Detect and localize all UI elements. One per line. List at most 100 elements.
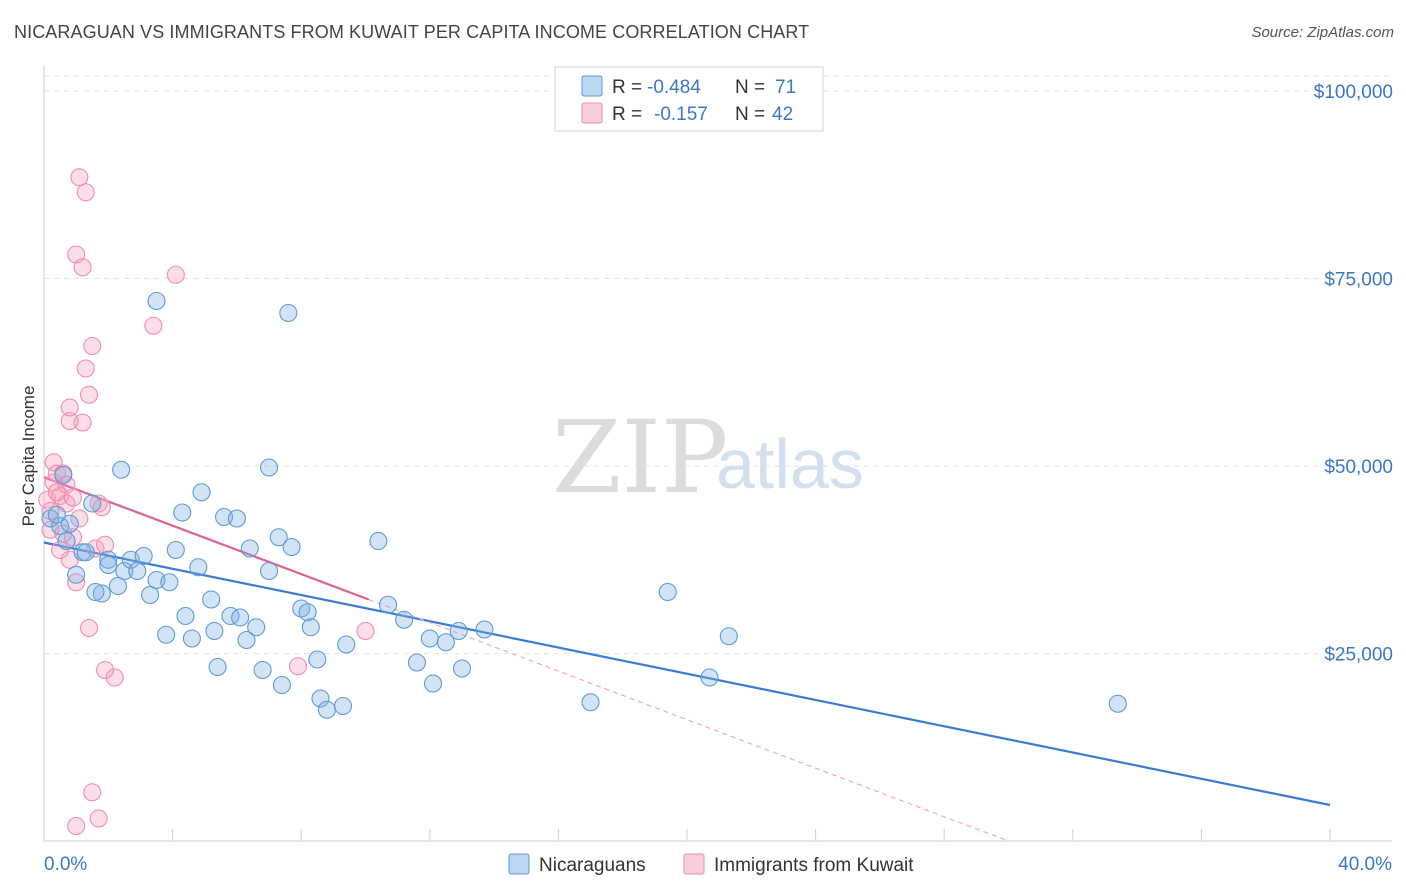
- data-point-nicaraguans: [182, 629, 201, 648]
- data-point-kuwait: [63, 488, 82, 507]
- data-point-nicaraguans: [449, 621, 468, 641]
- trend-line-nicaraguans: [43, 541, 1331, 807]
- y-tick-label: $75,000: [1324, 270, 1393, 291]
- data-point-nicaraguans: [298, 603, 317, 622]
- data-point-kuwait: [47, 483, 66, 502]
- data-point-nicaraguans: [166, 540, 185, 560]
- data-point-kuwait: [70, 168, 89, 187]
- data-point-nicaraguans: [173, 503, 192, 522]
- data-point-nicaraguans: [99, 555, 118, 575]
- data-point-nicaraguans: [317, 700, 336, 719]
- data-point-nicaraguans: [115, 561, 134, 581]
- data-point-nicaraguans: [369, 531, 388, 551]
- legend-swatch-blue: [581, 75, 603, 97]
- legend-bottom: Nicaraguans Immigrants from Kuwait: [508, 853, 914, 876]
- data-point-nicaraguans: [253, 660, 272, 680]
- data-point-nicaraguans: [99, 550, 118, 569]
- y-tick-labels: $25,000 $50,000 $75,000 $100,000: [1314, 82, 1393, 666]
- data-point-kuwait: [70, 509, 89, 528]
- y-tick-label: $100,000: [1314, 82, 1393, 103]
- legend-swatch-pink: [581, 102, 603, 124]
- data-point-nicaraguans: [67, 565, 86, 584]
- data-point-nicaraguans: [436, 633, 455, 652]
- data-point-kuwait: [92, 498, 111, 517]
- data-point-kuwait: [67, 573, 86, 592]
- data-point-nicaraguans: [378, 595, 398, 614]
- data-point-nicaraguans: [700, 668, 719, 687]
- y-tick-label: $25,000: [1324, 645, 1393, 666]
- x-tick-label-max: 40.0%: [1338, 854, 1392, 875]
- data-point-kuwait: [73, 258, 92, 277]
- data-point-kuwait: [83, 336, 102, 356]
- data-point-nicaraguans: [192, 483, 211, 502]
- data-point-nicaraguans: [76, 543, 95, 562]
- data-point-nicaraguans: [237, 630, 256, 650]
- data-points: [38, 168, 1127, 836]
- data-point-kuwait: [79, 385, 99, 404]
- data-point-nicaraguans: [308, 650, 327, 669]
- chart-title: NICARAGUAN VS IMMIGRANTS FROM KUWAIT PER…: [14, 22, 810, 42]
- data-point-nicaraguans: [247, 618, 266, 637]
- legend-bottom-label-kuwait: Immigrants from Kuwait: [714, 855, 914, 876]
- legend-n-label-1: N =: [735, 77, 765, 98]
- legend-n-value-2: 42: [772, 104, 793, 125]
- data-point-nicaraguans: [407, 653, 426, 672]
- data-point-nicaraguans: [147, 291, 166, 311]
- legend-bottom-swatch-pink: [683, 853, 705, 875]
- data-point-kuwait: [105, 668, 124, 687]
- y-tick-label: $50,000: [1324, 457, 1393, 478]
- legend-n-value-1: 71: [775, 77, 796, 98]
- axes: [43, 66, 1392, 842]
- data-point-nicaraguans: [420, 629, 439, 648]
- data-point-nicaraguans: [160, 573, 179, 592]
- legend-r-label-1: R =: [612, 77, 642, 98]
- data-point-nicaraguans: [282, 537, 301, 557]
- data-point-nicaraguans: [333, 696, 353, 716]
- watermark-zip: ZIP: [552, 399, 728, 516]
- data-point-nicaraguans: [141, 585, 160, 605]
- data-point-nicaraguans: [86, 582, 105, 602]
- trend-line-kuwait-extension: [368, 598, 1009, 842]
- watermark-atlas: atlas: [716, 425, 864, 503]
- data-point-nicaraguans: [423, 674, 443, 693]
- data-point-nicaraguans: [581, 693, 600, 712]
- data-point-kuwait: [76, 183, 95, 202]
- data-point-nicaraguans: [221, 606, 240, 626]
- data-point-kuwait: [144, 316, 163, 335]
- data-point-kuwait: [60, 398, 79, 417]
- data-point-nicaraguans: [475, 620, 494, 639]
- data-point-nicaraguans: [658, 582, 677, 602]
- x-tick-label-min: 0.0%: [44, 854, 87, 875]
- data-point-nicaraguans: [259, 458, 279, 477]
- data-point-nicaraguans: [60, 514, 79, 533]
- source-label: Source: ZipAtlas.com: [1251, 24, 1394, 41]
- legend-n-label-2: N =: [735, 104, 765, 125]
- data-point-nicaraguans: [202, 590, 221, 609]
- data-point-nicaraguans: [452, 659, 472, 678]
- data-point-kuwait: [96, 535, 115, 554]
- data-point-kuwait: [288, 657, 308, 676]
- data-point-nicaraguans: [231, 608, 250, 627]
- data-point-nicaraguans: [83, 494, 102, 513]
- legend-r-value-1: -0.484: [647, 77, 701, 98]
- trend-lines: [43, 476, 1331, 842]
- data-point-kuwait: [96, 660, 115, 680]
- data-point-nicaraguans: [54, 465, 73, 485]
- data-point-kuwait: [79, 618, 99, 638]
- data-point-nicaraguans: [157, 625, 176, 644]
- data-point-kuwait: [73, 413, 92, 432]
- data-point-nicaraguans: [1108, 694, 1127, 713]
- data-point-nicaraguans: [134, 546, 153, 566]
- data-point-nicaraguans: [205, 621, 224, 641]
- data-point-nicaraguans: [108, 576, 127, 596]
- data-point-nicaraguans: [269, 528, 288, 547]
- legend-top: R = -0.484 N = 71 R = -0.157 N = 42: [554, 66, 824, 132]
- data-point-nicaraguans: [57, 531, 76, 551]
- legend-r-value-2: -0.157: [654, 104, 708, 125]
- legend-bottom-swatch-blue: [508, 853, 530, 875]
- legend-r-label-2: R =: [612, 104, 642, 125]
- data-point-nicaraguans: [240, 539, 259, 558]
- data-point-kuwait: [166, 265, 185, 284]
- data-point-nicaraguans: [337, 635, 356, 654]
